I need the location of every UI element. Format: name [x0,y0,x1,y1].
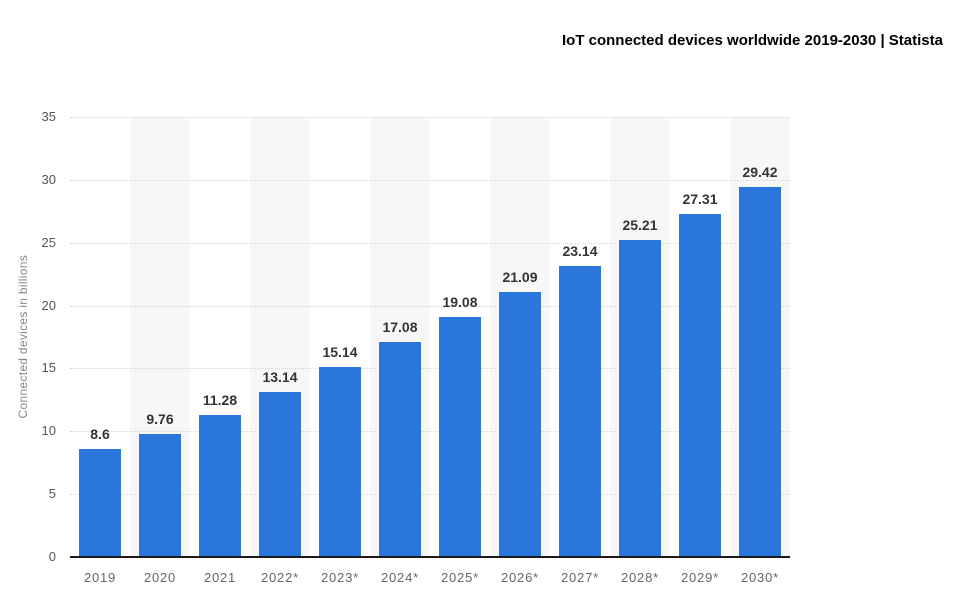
gridline [70,117,790,118]
x-tick-label: 2019 [83,570,117,585]
gridline [70,368,790,370]
y-tick-label: 25 [41,234,56,250]
bar[interactable] [79,448,121,557]
x-tick-label: 2020 [143,570,177,585]
y-tick-label: 20 [41,297,56,313]
y-tick-label: 5 [48,486,56,502]
x-tick-label: 2025* [441,570,479,585]
x-tick-label: 2027* [561,570,599,585]
y-tick-label: 0 [48,549,56,564]
bar[interactable] [559,266,601,557]
x-tick-label: 2026* [501,570,539,585]
bar-value-label: 15.14 [322,343,358,360]
bar[interactable] [379,342,421,557]
bar[interactable] [139,434,181,557]
bar-value-label: 13.14 [262,368,298,385]
x-tick-label: 2024* [381,570,419,585]
bar-value-label: 27.31 [682,190,718,207]
chart-title: IoT connected devices worldwide 2019-203… [561,32,943,49]
bar-value-label: 17.08 [382,319,418,336]
x-tick-label: 2022* [261,570,299,585]
x-tick-label: 2028* [621,570,659,585]
bar[interactable] [619,240,661,557]
bar-value-label: 23.14 [562,243,598,260]
bar[interactable] [739,187,781,557]
gridline [70,494,790,496]
gridline [70,305,790,307]
bar[interactable] [499,291,541,557]
y-axis-title: Connected devices in billions [16,255,30,419]
bar[interactable] [439,317,481,557]
gridline [70,431,790,433]
x-tick-label: 2030* [741,570,779,585]
bar-value-label: 11.28 [202,392,238,409]
bar-value-label: 29.42 [742,164,778,181]
bar[interactable] [259,391,301,557]
y-tick-label: 30 [41,171,56,187]
x-axis-line [70,556,790,558]
x-tick-label: 2029* [681,570,719,585]
x-tick-label: 2023* [321,570,359,585]
y-tick-label: 15 [41,360,56,376]
y-tick-label: 35 [41,109,56,124]
bar[interactable] [319,366,361,557]
x-tick-label: 2021 [203,570,237,585]
bar-value-label: 21.09 [502,268,538,285]
gridline [70,242,790,244]
bar[interactable] [199,415,241,557]
bar-value-label: 8.6 [90,425,110,442]
bar[interactable] [679,213,721,557]
bar-value-label: 19.08 [442,294,478,311]
y-tick-label: 10 [41,423,56,439]
gridline [70,179,790,181]
bar-value-label: 9.76 [146,411,174,428]
bar-value-label: 25.21 [622,217,658,234]
